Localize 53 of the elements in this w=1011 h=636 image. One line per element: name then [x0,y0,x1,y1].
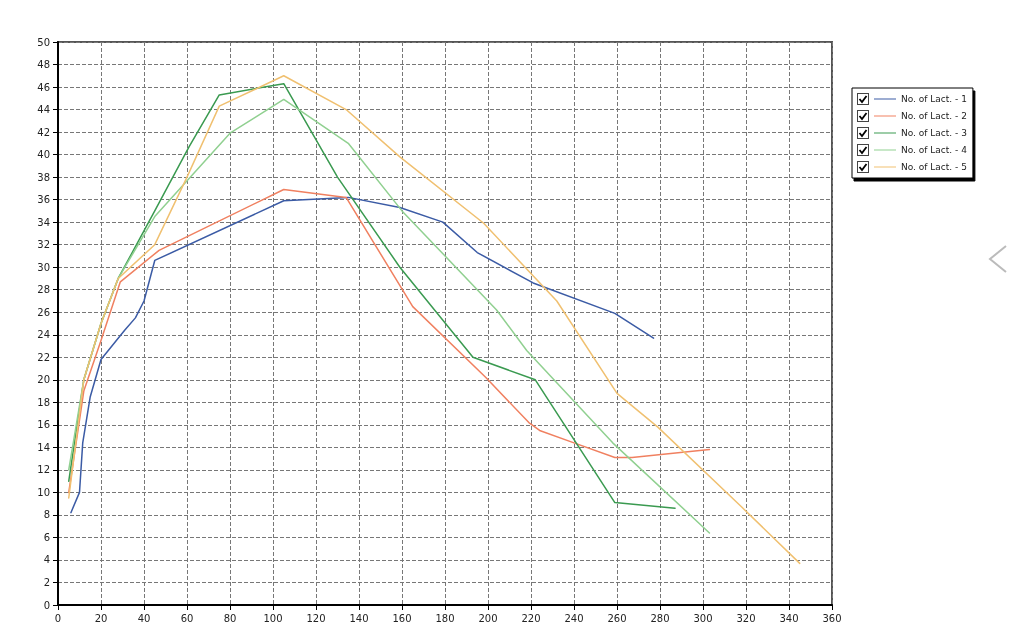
x-tick-label: 100 [263,612,283,624]
x-tick-label: 60 [180,612,194,624]
y-tick-label: 46 [37,81,50,93]
legend-label: No. of Lact. - 1 [901,94,967,104]
y-tick-label: 34 [37,216,50,228]
line-series [70,196,655,514]
line-series [68,75,801,565]
x-tick-label: 140 [349,612,369,624]
y-tick-label: 26 [37,306,50,318]
x-tick-label: 220 [521,612,541,624]
y-tick-label: 32 [37,239,50,251]
x-tick-label: 80 [223,612,237,624]
y-tick-label: 8 [43,509,50,521]
x-tick-label: 260 [607,612,627,624]
legend-label: No. of Lact. - 4 [901,145,968,155]
y-tick-label: 48 [37,59,50,71]
y-tick-label: 10 [37,486,50,498]
y-tick-label: 22 [37,351,50,363]
x-tick-label: 320 [736,612,756,624]
y-tick-label: 6 [43,531,50,543]
x-tick-label: 20 [94,612,108,624]
y-tick-label: 30 [37,261,50,273]
y-tick-label: 18 [37,396,50,408]
x-tick-label: 240 [564,612,584,624]
x-tick-label: 280 [650,612,670,624]
y-tick-label: 38 [37,171,50,183]
line-series [68,188,711,494]
y-tick-label: 50 [37,36,50,48]
x-tick-label: 160 [392,612,412,624]
legend-label: No. of Lact. - 3 [901,128,967,138]
y-tick-label: 2 [43,576,50,588]
x-tick-label: 200 [478,612,498,624]
x-tick-label: 120 [306,612,326,624]
x-tick-label: 300 [693,612,713,624]
y-tick-label: 42 [37,126,50,138]
y-tick-label: 36 [37,194,50,206]
y-tick-label: 24 [37,329,50,341]
x-tick-label: 0 [54,612,62,624]
y-tick-label: 14 [37,441,50,453]
y-tick-label: 20 [37,374,50,386]
y-tick-label: 44 [37,104,50,116]
x-tick-label: 180 [435,612,455,624]
legend-label: No. of Lact. - 5 [901,162,967,172]
y-tick-label: 12 [37,464,50,476]
y-tick-label: 16 [37,419,50,431]
x-tick-label: 40 [137,612,151,624]
x-tick-label: 360 [822,612,842,624]
y-tick-label: 28 [37,284,50,296]
legend-label: No. of Lact. - 2 [901,111,967,121]
y-tick-label: 4 [43,554,50,566]
y-tick-label: 40 [37,149,50,161]
x-tick-label: 340 [779,612,799,624]
y-tick-label: 0 [43,599,50,611]
